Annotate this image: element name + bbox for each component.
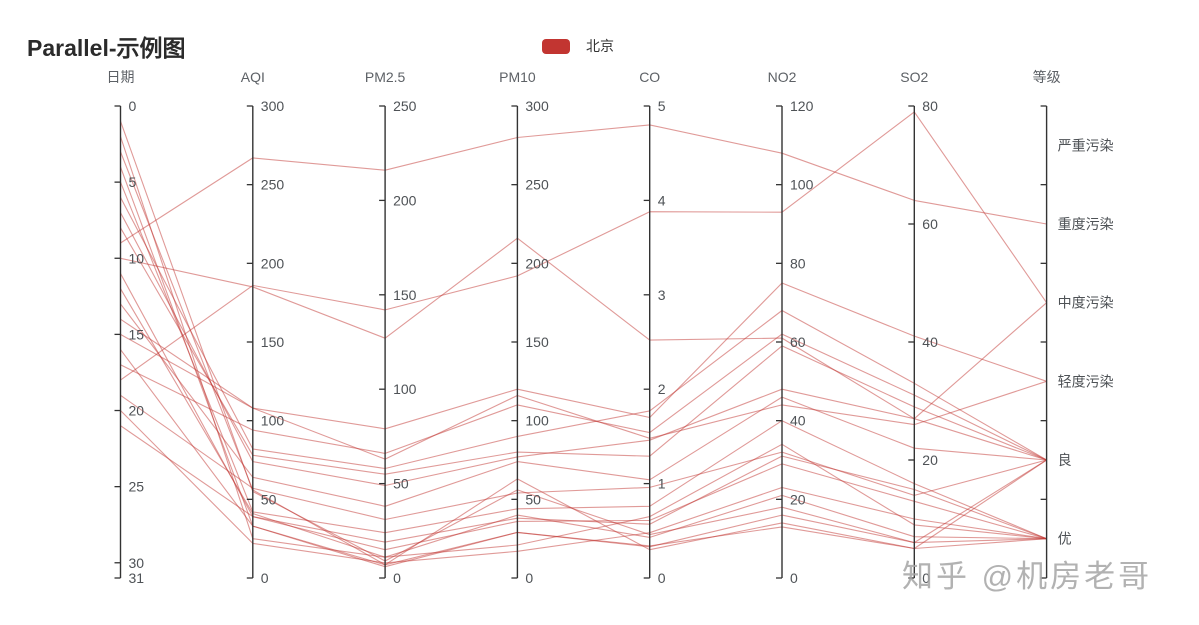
- legend-item-beijing[interactable]: 北京: [542, 36, 614, 56]
- axis-tick-label: 50: [525, 491, 541, 507]
- parallel-axis-PM2.5: PM2.5 0 50 100 150 200 250: [365, 69, 417, 586]
- axis-tick-label: 300: [261, 98, 285, 114]
- data-line-day-10[interactable]: [120, 237, 1047, 420]
- parallel-axis-PM10: PM10 0 50 100 150 200 250 300: [499, 69, 549, 586]
- axis-tick-label: 0: [261, 570, 269, 586]
- axis-category-label: 严重污染: [1058, 137, 1114, 153]
- axis-tick-label: 10: [129, 250, 145, 266]
- axis-name: 等级: [1033, 69, 1061, 85]
- axis-tick-label: 0: [393, 570, 401, 586]
- chart-title: Parallel-示例图: [27, 35, 186, 61]
- axis-tick-label: 40: [790, 413, 806, 429]
- axis-tick-label: 50: [393, 476, 409, 492]
- axis-name: PM10: [499, 69, 536, 85]
- data-line-day-3[interactable]: [119, 151, 1047, 566]
- axis-tick-label: 100: [790, 177, 814, 193]
- axis-tick-label: 250: [261, 177, 285, 193]
- data-line-day-2[interactable]: [119, 136, 1047, 558]
- data-line-day-11[interactable]: [120, 273, 1047, 543]
- axis-category-label: 良: [1058, 452, 1072, 468]
- data-line-day-21[interactable]: [120, 425, 1047, 551]
- axis-name: CO: [639, 69, 660, 85]
- parallel-axis-AQI: AQI 0 50 100 150 200 250 300: [241, 69, 285, 586]
- axis-tick-label: 5: [129, 174, 137, 190]
- axis-tick-label: 60: [922, 216, 938, 232]
- axis-tick-label: 3: [658, 287, 666, 303]
- axis-tick-label: 20: [129, 403, 145, 419]
- data-line-day-13[interactable]: [120, 303, 1047, 507]
- data-line-day-18[interactable]: [120, 111, 1048, 381]
- axis-category-label: 重度污染: [1058, 216, 1114, 232]
- parallel-axis-NO2: NO2 0 20 40 60 80 100 120: [768, 69, 814, 586]
- axis-tick-label: 30: [129, 555, 145, 571]
- parallel-axis-等级: 等级优 良 轻度污染 中度污染 重度污染 严重污染: [1033, 69, 1114, 579]
- axis-tick-label: 0: [922, 570, 930, 586]
- axis-tick-label: 250: [525, 177, 549, 193]
- legend-item-label: 北京: [586, 38, 614, 54]
- data-line-day-17[interactable]: [120, 333, 1047, 461]
- axis-tick-label: 0: [525, 570, 533, 586]
- data-line-day-20[interactable]: [120, 410, 1047, 564]
- data-line-day-1[interactable]: [119, 121, 1047, 562]
- axis-tick-label: 60: [790, 334, 806, 350]
- axis-tick-label: 20: [922, 452, 938, 468]
- axis-tick-label: 100: [261, 413, 285, 429]
- axis-tick-label: 150: [393, 287, 417, 303]
- legend-swatch-icon: [542, 38, 570, 54]
- axis-tick-label: 250: [393, 98, 417, 114]
- axis-tick-label: 150: [525, 334, 549, 350]
- data-line-day-14[interactable]: [120, 282, 1047, 430]
- axis-tick-label: 5: [658, 98, 666, 114]
- axis-tick-label: 200: [261, 255, 285, 271]
- axis-tick-label: 25: [129, 479, 145, 495]
- data-line-day-12[interactable]: [120, 288, 1047, 558]
- data-line-day-16[interactable]: [120, 349, 1047, 568]
- axis-tick-label: 80: [922, 98, 938, 114]
- axis-tick-label: 0: [658, 570, 666, 586]
- axis-tick-label: 100: [393, 381, 417, 397]
- axis-tick-label: 4: [658, 192, 666, 208]
- axis-tick-label: 0: [129, 98, 137, 114]
- parallel-axis-CO: CO 0 1 2 3 4 5: [639, 69, 666, 586]
- axis-tick-label: 120: [790, 98, 814, 114]
- axis-name: SO2: [900, 69, 928, 85]
- axis-tick-label: 31: [129, 570, 145, 586]
- axis-tick-label: 0: [790, 570, 798, 586]
- data-line-day-8[interactable]: [120, 227, 1047, 475]
- data-line-day-9[interactable]: [120, 124, 1047, 244]
- watermark: 知乎 @机房老哥: [902, 559, 1153, 594]
- data-line-day-5[interactable]: [119, 181, 1047, 540]
- axis-tick-label: 80: [790, 255, 806, 271]
- axis-tick-label: 1: [658, 476, 666, 492]
- data-line-day-7[interactable]: [120, 212, 1047, 487]
- axis-tick-label: 20: [790, 491, 806, 507]
- data-line-day-15[interactable]: [120, 333, 1047, 460]
- axis-name: PM2.5: [365, 69, 406, 85]
- axis-tick-label: 300: [525, 98, 549, 114]
- axis-tick-label: 2: [658, 381, 666, 397]
- axis-tick-label: 40: [922, 334, 938, 350]
- axis-tick-label: 150: [261, 334, 285, 350]
- axis-category-label: 中度污染: [1058, 295, 1114, 311]
- data-line-day-6[interactable]: [120, 197, 1047, 470]
- axis-category-label: 轻度污染: [1058, 373, 1114, 389]
- axis-name: NO2: [768, 69, 797, 85]
- axis-tick-label: 200: [525, 255, 549, 271]
- axis-name: 日期: [107, 69, 135, 85]
- parallel-axis-SO2: SO2 0 20 40 60 80: [900, 69, 938, 586]
- axis-category-label: 优: [1058, 531, 1072, 547]
- axis-tick-label: 100: [525, 413, 549, 429]
- axis-tick-label: 200: [393, 192, 417, 208]
- axis-tick-label: 50: [261, 491, 277, 507]
- data-line-day-19[interactable]: [120, 394, 1047, 521]
- axis-tick-label: 15: [129, 326, 145, 342]
- data-line-day-4[interactable]: [119, 166, 1047, 566]
- axis-name: AQI: [241, 69, 265, 85]
